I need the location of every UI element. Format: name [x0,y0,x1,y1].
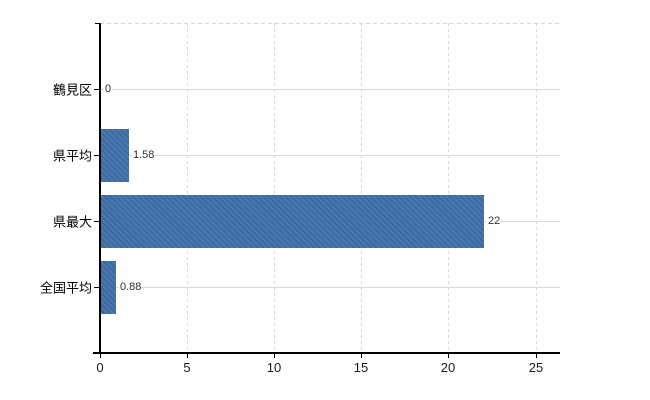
vertical-gridline [361,23,362,353]
y-axis-top-tick [95,23,101,24]
vertical-gridline [448,23,449,353]
x-axis-tick-label: 5 [183,360,191,375]
x-axis-tick [448,354,449,358]
vertical-gridline [274,23,275,353]
plot-top-border [100,23,560,24]
bar [101,129,129,182]
bar [101,261,116,314]
category-label: 全国平均 [39,280,92,296]
category-label: 県最大 [52,214,92,230]
x-axis-tick [536,354,537,358]
y-axis-tick [94,221,100,222]
bar-value-label: 22 [487,214,502,228]
x-axis-tick-label: 20 [440,360,456,375]
vertical-gridline [536,23,537,353]
category-label: 鶴見区 [52,82,92,98]
y-axis-line [99,23,101,354]
x-axis-tick-label: 15 [353,360,369,375]
category-label: 県平均 [52,148,92,164]
x-axis-tick-label: 0 [96,360,104,375]
row-gridline [100,89,560,90]
x-axis-tick [274,354,275,358]
bar-value-label: 1.58 [132,148,156,162]
row-gridline [100,287,560,288]
x-axis-tick [100,354,101,358]
bar-value-label: 0.88 [119,280,143,294]
x-axis-tick-label: 25 [528,360,544,375]
bar-value-label: 0 [104,82,113,96]
bar [101,195,484,248]
x-axis-line [93,352,560,354]
x-axis-tick-label: 10 [266,360,282,375]
x-axis-tick [187,354,188,358]
vertical-gridline [187,23,188,353]
x-axis-tick [361,354,362,358]
y-axis-tick [94,89,100,90]
row-gridline [100,155,560,156]
y-axis-tick [94,287,100,288]
y-axis-tick [94,155,100,156]
